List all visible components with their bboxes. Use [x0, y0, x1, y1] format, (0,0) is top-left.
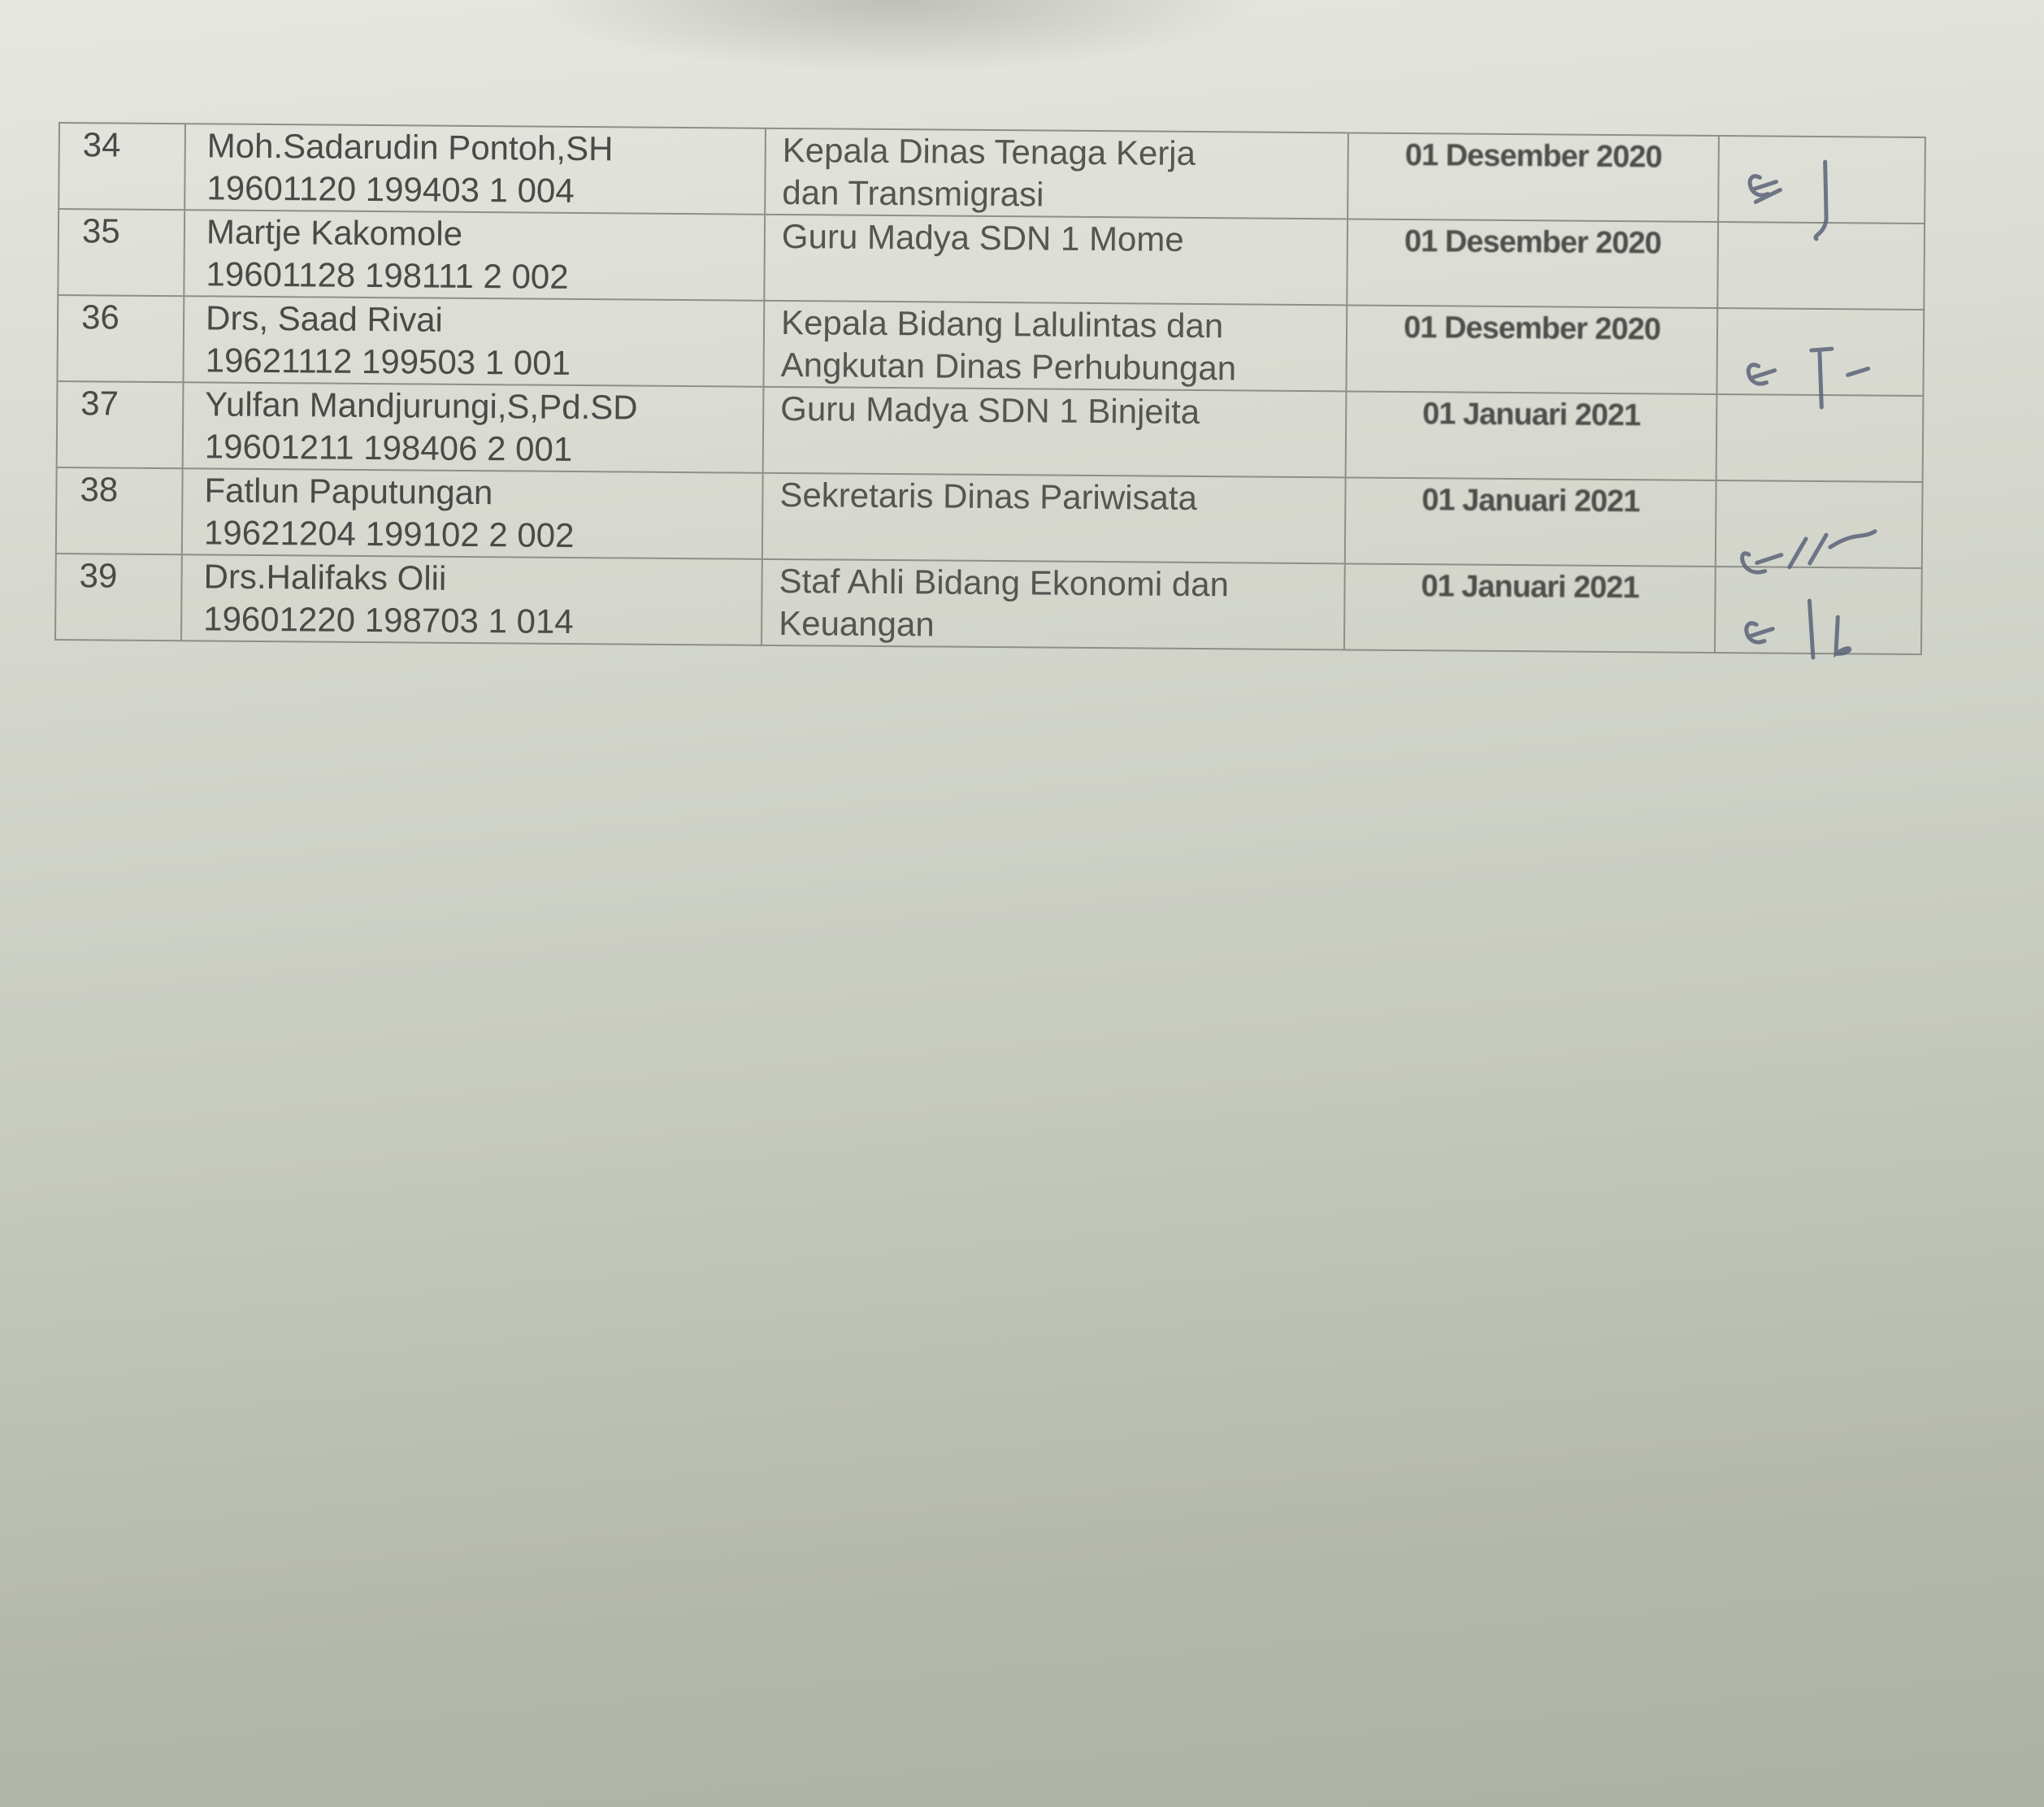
- position-line-1: Kepala Dinas Tenaga Kerja: [782, 130, 1196, 172]
- employee-name: Yulfan Mandjurungi,S,Pd.SD: [205, 384, 638, 427]
- signature-cell: [1714, 567, 1922, 660]
- signature-cell: [1718, 136, 1925, 241]
- table-row: 36 Drs, Saad Rivai 19621112 199503 1 001…: [57, 295, 1925, 410]
- retirement-date: 01 Desember 2020: [1347, 219, 1719, 309]
- row-number: 37: [56, 380, 184, 469]
- employee-name: Martje Kakomole: [206, 212, 463, 253]
- retirement-date: 01 Januari 2021: [1345, 391, 1717, 481]
- table-row: 38 Fatlun Paputungan 19621204 199102 2 0…: [55, 467, 1923, 575]
- position-line-2: dan Transmigrasi: [782, 172, 1044, 214]
- employee-name: Drs, Saad Rivai: [205, 298, 444, 339]
- table-row: 39 Drs.Halifaks Olii 19601220 198703 1 0…: [54, 553, 1922, 660]
- employee-name: Moh.Sadarudin Pontoh,SH: [206, 126, 614, 168]
- position-cell: Guru Madya SDN 1 Binjeita: [762, 386, 1347, 478]
- position-cell: Sekretaris Dinas Pariwisata: [762, 472, 1346, 564]
- employee-nip: 19621204 199102 2 002: [203, 513, 575, 554]
- name-cell: Martje Kakomole 19601128 198111 2 002: [184, 210, 766, 301]
- name-cell: Yulfan Mandjurungi,S,Pd.SD 19601211 1984…: [182, 382, 764, 473]
- handwritten-signature: [1746, 346, 1871, 410]
- signature-cell: [1717, 222, 1925, 311]
- row-number: 34: [59, 123, 185, 211]
- employee-nip: 19601128 198111 2 002: [206, 254, 569, 296]
- table-row: 34 Moh.Sadarudin Pontoh,SH 19601120 1994…: [59, 123, 1925, 241]
- handwritten-signature: [1740, 529, 1877, 575]
- row-number: 38: [55, 467, 183, 555]
- position-line-2: Keuangan: [779, 603, 935, 644]
- table-row: 37 Yulfan Mandjurungi,S,Pd.SD 19601211 1…: [56, 380, 1924, 483]
- employee-nip: 19601220 198703 1 014: [203, 599, 574, 641]
- position-cell: Staf Ahli Bidang Ekonomi dan Keuangan: [761, 558, 1345, 650]
- position-cell: Kepala Dinas Tenaga Kerja dan Transmigra…: [765, 128, 1348, 219]
- employee-nip: 19601211 198406 2 001: [204, 427, 573, 468]
- handwritten-signature: [1747, 159, 1829, 241]
- name-cell: Moh.Sadarudin Pontoh,SH 19601120 199403 …: [184, 124, 766, 215]
- position-line-1: Staf Ahli Bidang Ekonomi dan: [779, 561, 1230, 604]
- row-number: 39: [54, 553, 182, 641]
- employee-name: Fatlun Paputungan: [204, 471, 493, 512]
- position-cell: Guru Madya SDN 1 Mome: [764, 214, 1348, 306]
- personnel-table: 34 Moh.Sadarudin Pontoh,SH 19601120 1994…: [54, 122, 1926, 660]
- signature-cell: [1716, 308, 1925, 410]
- name-cell: Drs.Halifaks Olii 19601220 198703 1 014: [180, 554, 762, 645]
- row-number: 35: [58, 209, 185, 297]
- signature-cell: [1715, 480, 1923, 575]
- name-cell: Drs, Saad Rivai 19621112 199503 1 001: [183, 296, 765, 387]
- retirement-date: 01 Januari 2021: [1344, 477, 1716, 567]
- table-row: 35 Martje Kakomole 19601128 198111 2 002…: [58, 209, 1925, 311]
- position-line-1: Kepala Bidang Lalulintas dan: [780, 302, 1224, 345]
- retirement-date: 01 Desember 2020: [1346, 305, 1718, 395]
- employee-name: Drs.Halifaks Olii: [203, 557, 447, 597]
- position-line-1: Guru Madya SDN 1 Binjeita: [780, 389, 1200, 432]
- retirement-date: 01 Januari 2021: [1343, 563, 1716, 654]
- handwritten-signature: [1744, 598, 1852, 660]
- position-line-1: Sekretaris Dinas Pariwisata: [779, 475, 1198, 518]
- position-cell: Kepala Bidang Lalulintas dan Angkutan Di…: [763, 300, 1347, 392]
- row-number: 36: [57, 295, 184, 383]
- signature-cell: [1716, 394, 1924, 483]
- position-line-2: Angkutan Dinas Perhubungan: [780, 345, 1237, 388]
- position-line-1: Guru Madya SDN 1 Mome: [781, 216, 1184, 258]
- retirement-date: 01 Desember 2020: [1347, 132, 1719, 223]
- employee-nip: 19601120 199403 1 004: [206, 168, 575, 210]
- name-cell: Fatlun Paputungan 19621204 199102 2 002: [181, 468, 763, 559]
- employee-nip: 19621112 199503 1 001: [205, 341, 571, 382]
- paper-shadow: [528, 0, 1260, 73]
